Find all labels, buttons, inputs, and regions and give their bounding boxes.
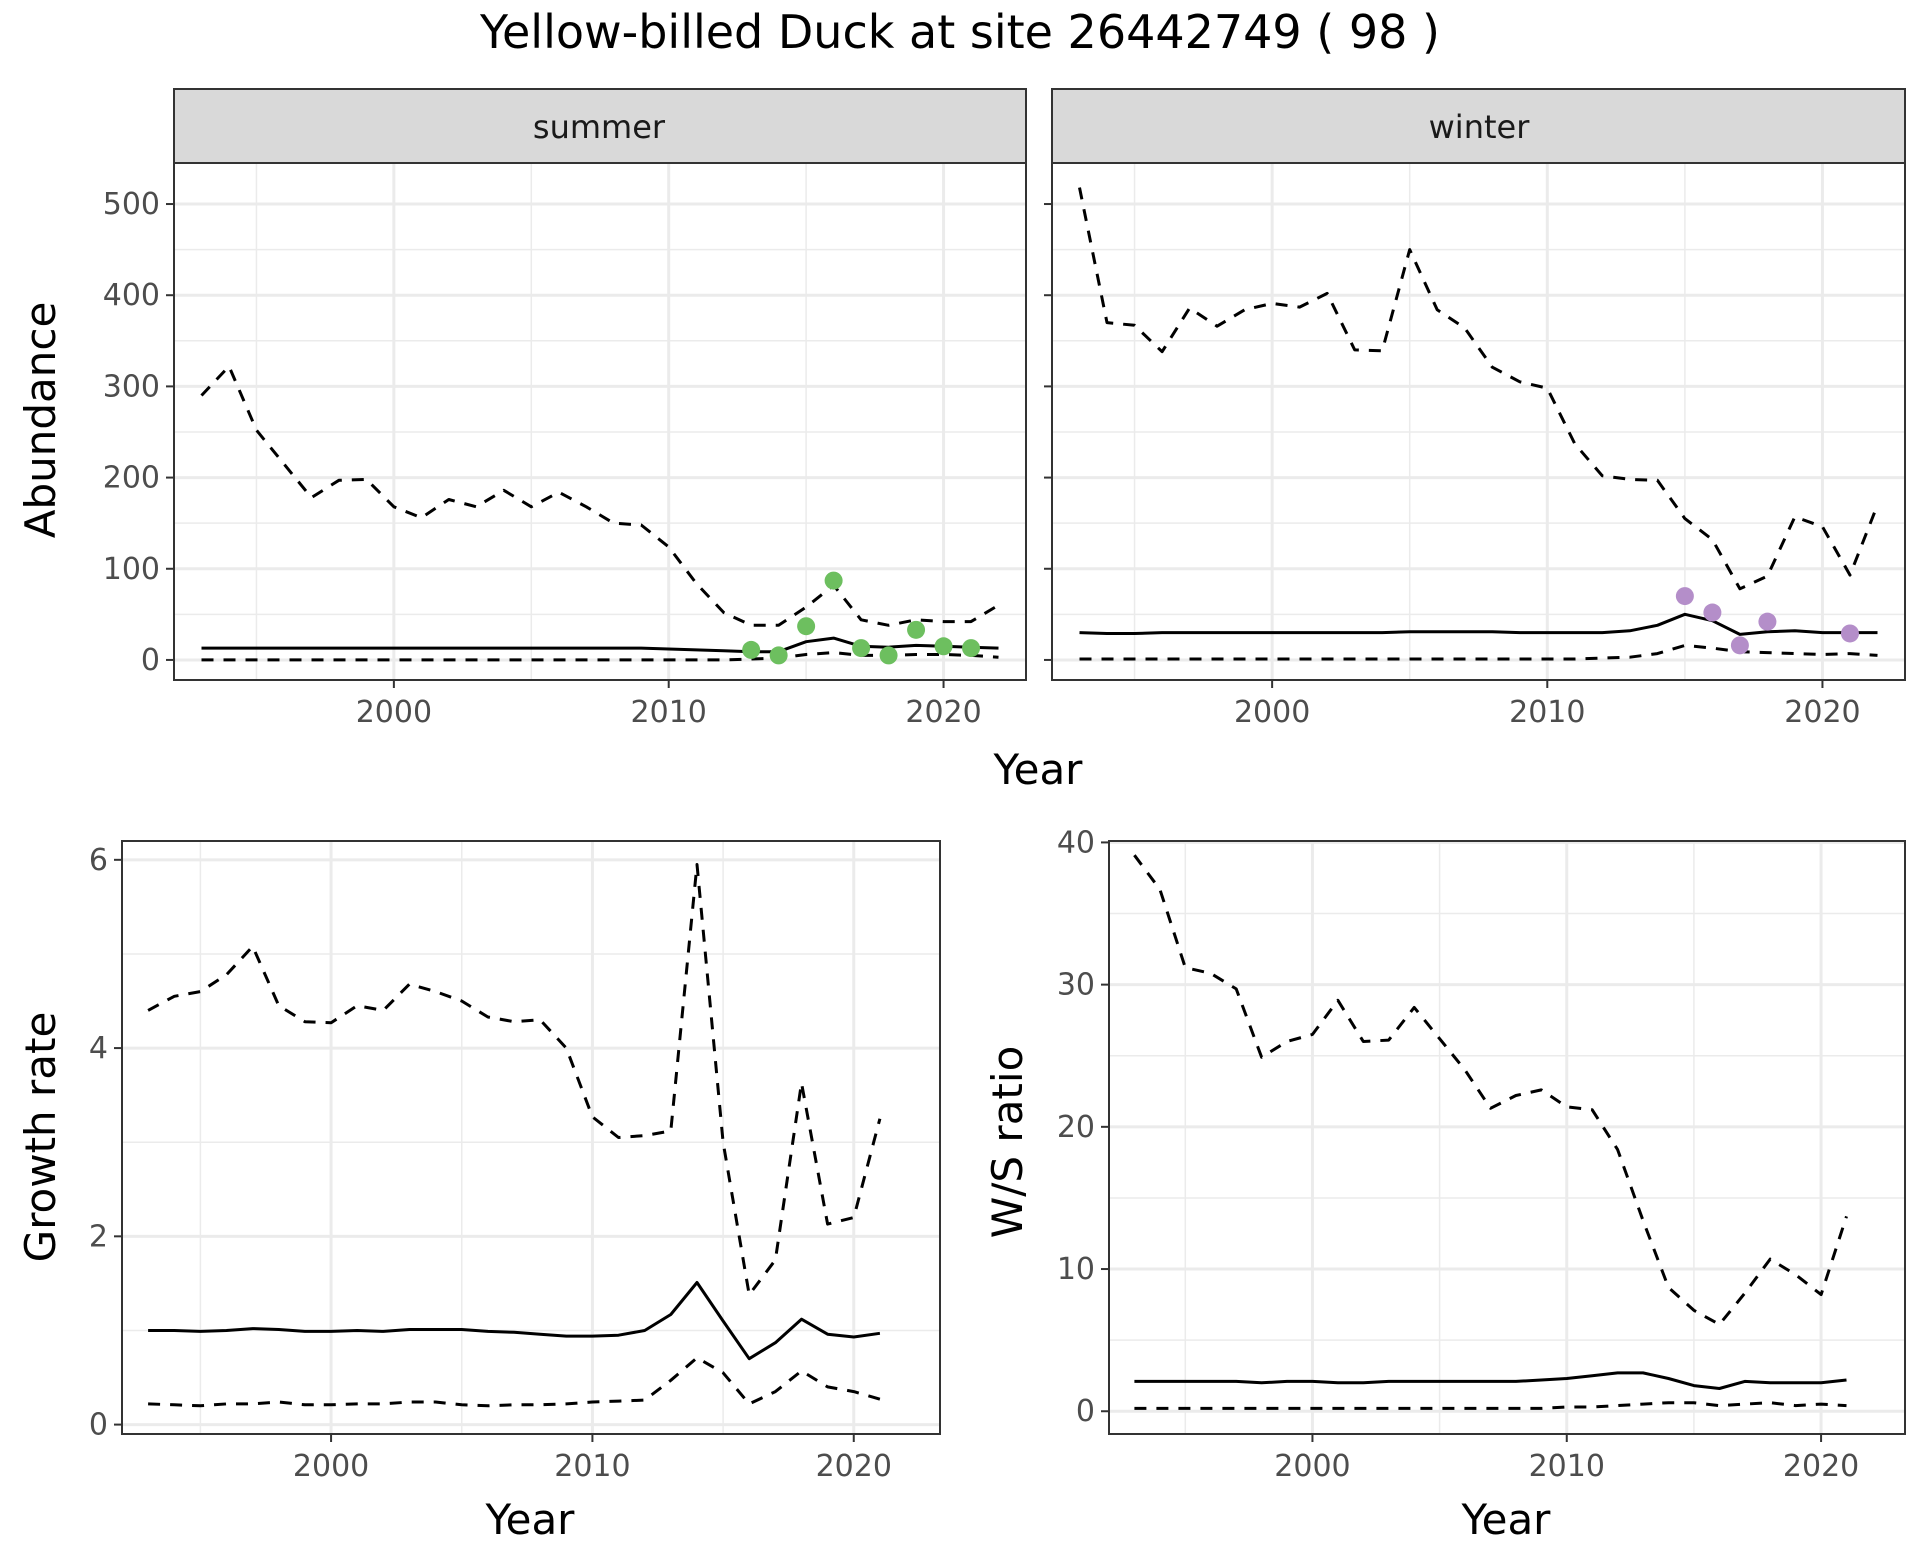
plot-background <box>1052 163 1905 680</box>
x-tick-label: 2000 <box>1274 1449 1350 1484</box>
y-tick-label: 10 <box>1057 1252 1095 1287</box>
x-tick-label: 2020 <box>1784 695 1860 730</box>
y-tick-label: 20 <box>1057 1110 1095 1145</box>
data-point <box>962 639 981 658</box>
ratio-x-axis-title: Year <box>1461 1495 1552 1544</box>
series-line-upper <box>200 364 1000 627</box>
y-tick-label: 30 <box>1057 968 1095 1003</box>
facet-strip <box>173 88 1027 164</box>
series-line-lower <box>1134 1401 1847 1410</box>
y-tick-label: 2 <box>89 1219 108 1254</box>
data-point <box>907 620 926 639</box>
strip-label-winter: winter <box>1429 108 1531 146</box>
y-tick-label: 100 <box>103 552 160 587</box>
panel-border <box>1051 162 1906 681</box>
panel-border <box>173 162 1027 681</box>
data-point <box>797 617 816 636</box>
x-tick-label: 2000 <box>293 1449 369 1484</box>
series-group <box>1133 854 1848 1410</box>
series-group <box>1078 187 1879 661</box>
y-tick-label: 6 <box>89 843 108 878</box>
y-tick-label: 300 <box>103 369 160 404</box>
data-point <box>742 640 761 659</box>
panel-ws-ratio: 2000 2010 2020 0 10 20 30 40 <box>1057 825 1906 1484</box>
data-point <box>769 646 788 665</box>
x-tick-label: 2010 <box>554 1449 630 1484</box>
data-point <box>1730 636 1749 655</box>
y-tick-label: 500 <box>103 187 160 222</box>
facet-strip <box>1051 88 1906 164</box>
series-line-lower <box>148 1356 881 1408</box>
x-tick-label: 2020 <box>816 1449 892 1484</box>
strip-label-summer: summer <box>533 108 666 146</box>
data-point <box>1703 603 1722 622</box>
panel-border <box>121 840 941 1435</box>
y-tick-label: 0 <box>141 643 160 678</box>
top-x-axis-title: Year <box>993 745 1084 794</box>
series-line-upper <box>1078 187 1879 591</box>
series-line-estimate <box>1134 1371 1847 1390</box>
growth-x-axis-title: Year <box>485 1495 576 1544</box>
data-point <box>1758 612 1777 631</box>
panel-growth-rate: 2000 2010 2020 0 2 4 6 <box>89 840 941 1484</box>
panel-border <box>1108 840 1906 1435</box>
y-tick-label: 40 <box>1057 825 1095 860</box>
series-group <box>147 863 882 1408</box>
x-tick-label: 2010 <box>1509 695 1585 730</box>
growth-y-axis-title: Growth rate <box>16 1012 65 1263</box>
x-tick-label: 2010 <box>1529 1449 1605 1484</box>
plot-background <box>174 163 1026 680</box>
series-group <box>200 364 1000 665</box>
series-line-upper <box>1133 854 1848 1326</box>
y-tick-label: 400 <box>103 278 160 313</box>
data-point <box>1840 624 1859 643</box>
x-tick-label: 2000 <box>356 695 432 730</box>
plot-background <box>1109 841 1905 1434</box>
series-line-upper <box>147 863 882 1297</box>
ratio-y-axis-title: W/S ratio <box>983 1046 1032 1239</box>
figure-title: Yellow-billed Duck at site 26442749 ( 98… <box>479 5 1440 59</box>
y-tick-label: 0 <box>1076 1394 1095 1429</box>
data-point <box>852 639 871 658</box>
series-line-estimate <box>148 1281 881 1361</box>
panel-abundance-winter: 2000 2010 2020 <box>1044 88 1906 730</box>
panel-abundance-summer: 2000 2010 2020 0 100 200 300 400 500 <box>103 88 1027 730</box>
data-point <box>824 571 843 590</box>
x-tick-label: 2000 <box>1234 695 1310 730</box>
data-point <box>879 646 898 665</box>
y-tick-label: 0 <box>89 1408 108 1443</box>
top-y-axis-title: Abundance <box>16 302 65 539</box>
y-tick-label: 200 <box>103 461 160 496</box>
plot-background <box>122 841 940 1434</box>
series-line-estimate <box>1079 612 1878 636</box>
x-tick-label: 2020 <box>905 695 981 730</box>
x-tick-label: 2010 <box>631 695 707 730</box>
data-point <box>934 637 953 656</box>
data-point <box>1675 587 1694 606</box>
y-tick-label: 4 <box>89 1031 108 1066</box>
x-tick-label: 2020 <box>1783 1449 1859 1484</box>
